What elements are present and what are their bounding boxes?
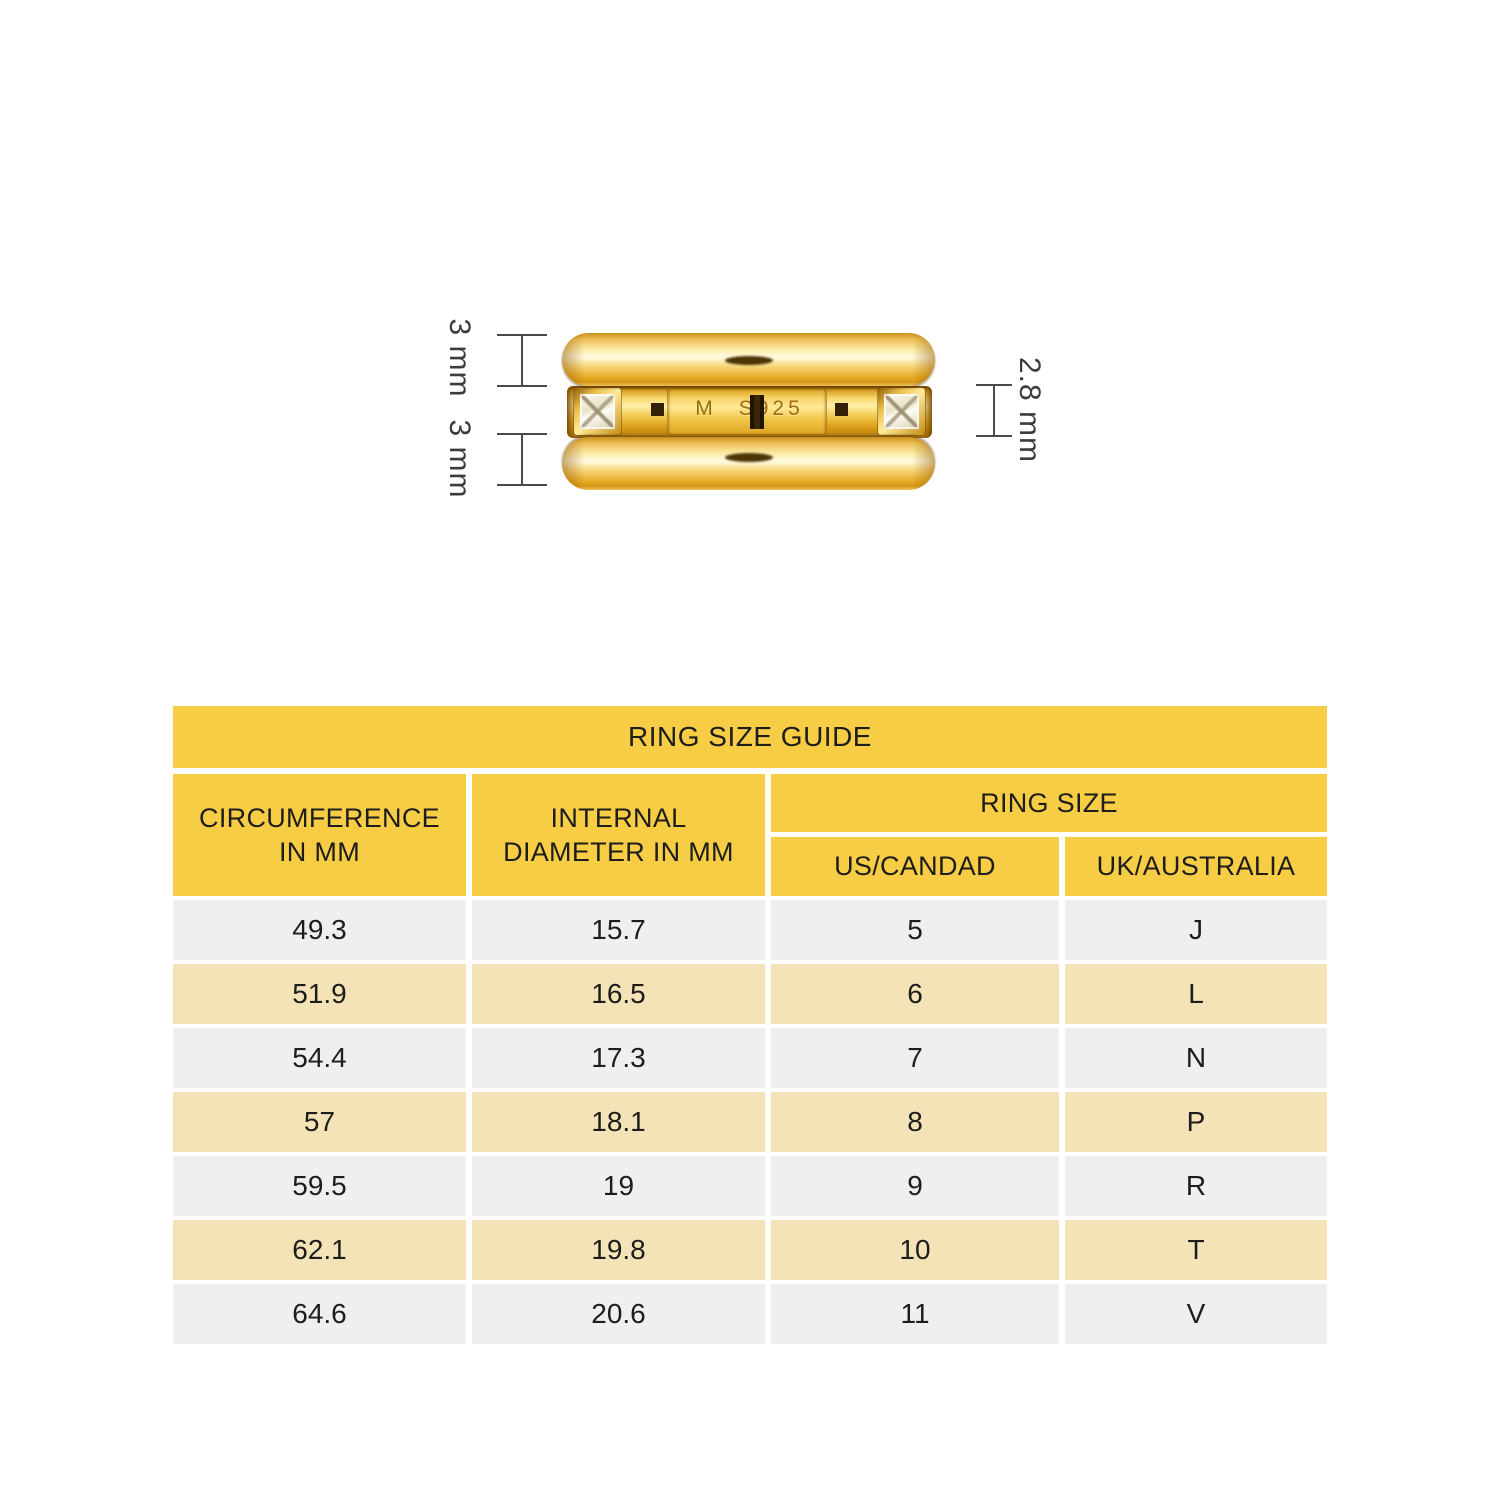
column-header-internal-diameter: INTERNAL DIAMETER IN MM xyxy=(472,774,765,896)
cell-circumference: 51.9 xyxy=(173,964,466,1024)
cell-uk-size: P xyxy=(1065,1092,1327,1152)
purity-mark: S925 xyxy=(738,397,804,420)
dimension-label-top-band: 3 mm xyxy=(443,318,476,398)
cell-diameter: 19 xyxy=(472,1156,765,1216)
dimension-marker-bottom-band xyxy=(497,433,547,486)
cell-us-size: 10 xyxy=(771,1220,1059,1280)
cell-circumference: 64.6 xyxy=(173,1284,466,1344)
cell-uk-size: N xyxy=(1065,1028,1327,1088)
diamond-left xyxy=(580,394,615,429)
dimension-label-bottom-band: 3 mm xyxy=(443,419,476,499)
header-line: IN MM xyxy=(279,837,360,867)
cell-circumference: 57 xyxy=(173,1092,466,1152)
table-row: 64.6 20.6 11 V xyxy=(173,1284,1327,1344)
hallmark-stamp xyxy=(750,395,764,429)
cell-diameter: 15.7 xyxy=(472,900,765,960)
ring-middle-band-plate xyxy=(667,389,827,435)
diamond-bezel-right xyxy=(878,388,925,435)
cell-uk-size: T xyxy=(1065,1220,1327,1280)
table-row: 59.5 19 9 R xyxy=(173,1156,1327,1216)
cell-circumference: 59.5 xyxy=(173,1156,466,1216)
ring-dimension-diagram: M S925 3 mm 3 mm 2.8 mm xyxy=(0,0,1500,700)
ring-bottom-band xyxy=(562,437,935,490)
cell-us-size: 6 xyxy=(771,964,1059,1024)
header-line: DIAMETER IN MM xyxy=(503,837,734,867)
cell-us-size: 11 xyxy=(771,1284,1059,1344)
diamond-right xyxy=(884,394,919,429)
cell-us-size: 5 xyxy=(771,900,1059,960)
cell-diameter: 18.1 xyxy=(472,1092,765,1152)
header-line: INTERNAL xyxy=(550,803,687,833)
table-row: 62.1 19.8 10 T xyxy=(173,1220,1327,1280)
cell-us-size: 9 xyxy=(771,1156,1059,1216)
cell-circumference: 54.4 xyxy=(173,1028,466,1088)
ring-size-guide-table: RING SIZE GUIDE CIRCUMFERENCE IN MM INTE… xyxy=(173,706,1327,1344)
maker-mark: M xyxy=(695,397,717,420)
header-line: CIRCUMFERENCE xyxy=(199,803,440,833)
cell-diameter: 19.8 xyxy=(472,1220,765,1280)
cell-uk-size: L xyxy=(1065,964,1327,1024)
column-header-us-canada: US/CANDAD xyxy=(771,837,1059,896)
cell-circumference: 62.1 xyxy=(173,1220,466,1280)
ring-middle-band: M S925 xyxy=(567,386,932,438)
stamp-square-right xyxy=(835,403,848,416)
cell-diameter: 17.3 xyxy=(472,1028,765,1088)
column-header-uk-australia: UK/AUSTRALIA xyxy=(1065,837,1327,896)
cell-diameter: 16.5 xyxy=(472,964,765,1024)
cell-diameter: 20.6 xyxy=(472,1284,765,1344)
stamp-square-left xyxy=(651,403,664,416)
table-row: 49.3 15.7 5 J xyxy=(173,900,1327,960)
cell-uk-size: V xyxy=(1065,1284,1327,1344)
column-header-circumference: CIRCUMFERENCE IN MM xyxy=(173,774,466,896)
diamond-bezel-left xyxy=(574,388,621,435)
dimension-label-middle-band: 2.8 mm xyxy=(1013,356,1046,464)
column-header-ring-size-group: RING SIZE US/CANDAD UK/AUSTRALIA xyxy=(771,774,1327,896)
table-row: 51.9 16.5 6 L xyxy=(173,964,1327,1024)
cell-us-size: 8 xyxy=(771,1092,1059,1152)
ring-top-band-reflection xyxy=(725,356,773,365)
cell-uk-size: J xyxy=(1065,900,1327,960)
column-header-ring-size: RING SIZE xyxy=(771,774,1327,832)
cell-us-size: 7 xyxy=(771,1028,1059,1088)
table-row: 57 18.1 8 P xyxy=(173,1092,1327,1152)
ring-bottom-band-reflection xyxy=(725,453,773,462)
table-header-row: CIRCUMFERENCE IN MM INTERNAL DIAMETER IN… xyxy=(173,774,1327,896)
dimension-marker-middle-band xyxy=(976,384,1012,437)
cell-circumference: 49.3 xyxy=(173,900,466,960)
table-title: RING SIZE GUIDE xyxy=(173,706,1327,768)
dimension-marker-top-band xyxy=(497,334,547,387)
ring-top-band xyxy=(562,333,935,386)
cell-uk-size: R xyxy=(1065,1156,1327,1216)
table-row: 54.4 17.3 7 N xyxy=(173,1028,1327,1088)
ring-size-subheader-row: US/CANDAD UK/AUSTRALIA xyxy=(771,837,1327,896)
